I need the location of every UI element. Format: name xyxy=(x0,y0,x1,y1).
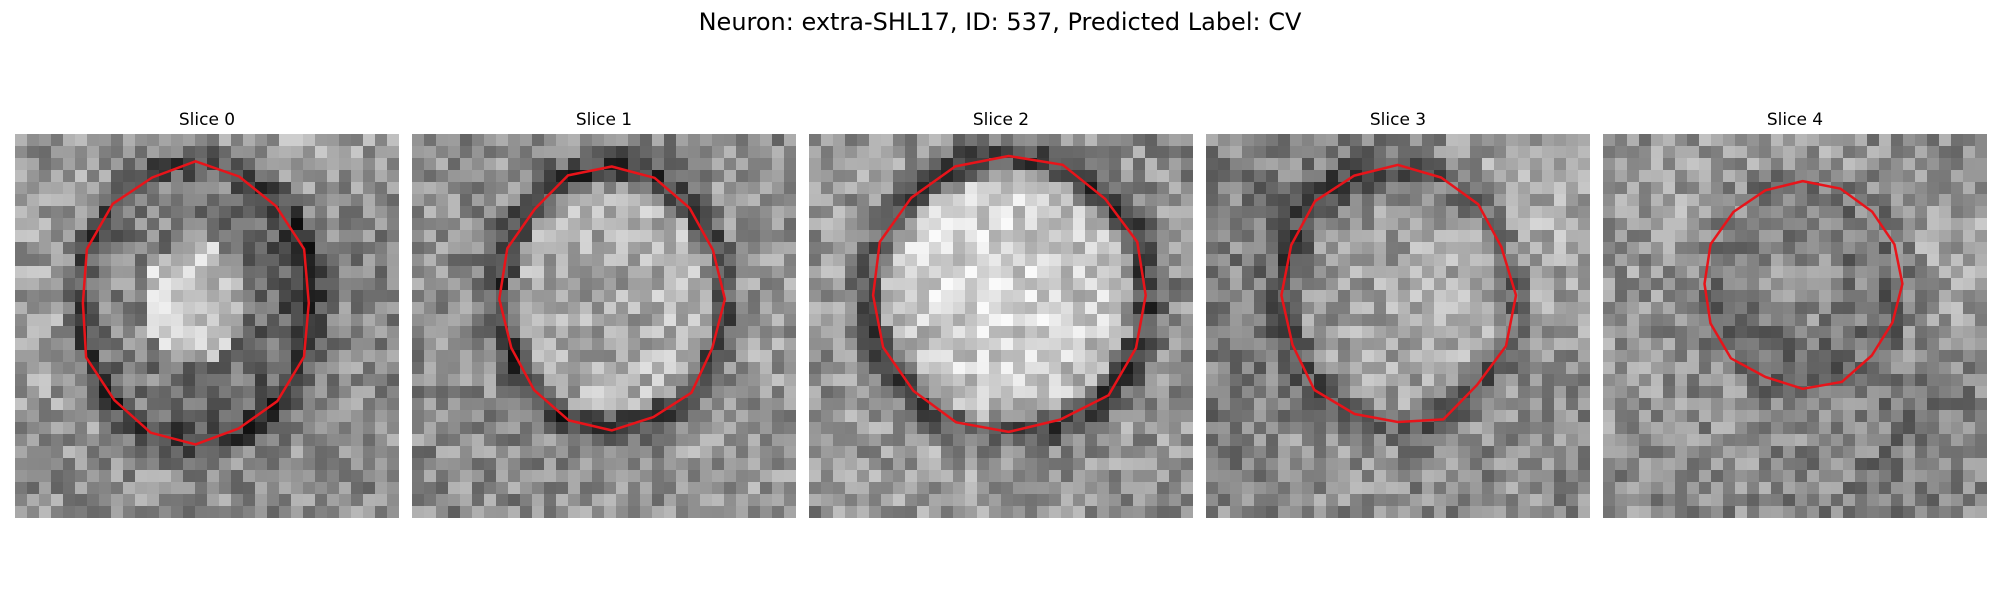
slice-image-1 xyxy=(412,134,796,518)
slice-image-2 xyxy=(809,134,1193,518)
segmentation-outline xyxy=(871,154,1147,434)
segmentation-outline xyxy=(1280,163,1518,424)
segmentation-outline xyxy=(498,165,727,432)
slice-panel-0: Slice 0 xyxy=(15,108,399,518)
slice-panel-3: Slice 3 xyxy=(1206,108,1590,518)
slice-panel-2: Slice 2 xyxy=(809,108,1193,518)
slice-title-1: Slice 1 xyxy=(575,110,633,130)
segmentation-outline xyxy=(1703,179,1904,391)
slice-title-2: Slice 2 xyxy=(972,110,1030,130)
slice-image-4 xyxy=(1603,134,1987,518)
slice-title-0: Slice 0 xyxy=(178,110,236,130)
figure-title: Neuron: extra-SHL17, ID: 537, Predicted … xyxy=(698,8,1302,36)
slice-panel-1: Slice 1 xyxy=(412,108,796,518)
segmentation-outline xyxy=(81,160,311,446)
slice-image-3 xyxy=(1206,134,1590,518)
slice-image-0 xyxy=(15,134,399,518)
slice-panel-4: Slice 4 xyxy=(1603,108,1987,518)
slice-title-3: Slice 3 xyxy=(1369,110,1427,130)
slice-title-4: Slice 4 xyxy=(1766,110,1824,130)
